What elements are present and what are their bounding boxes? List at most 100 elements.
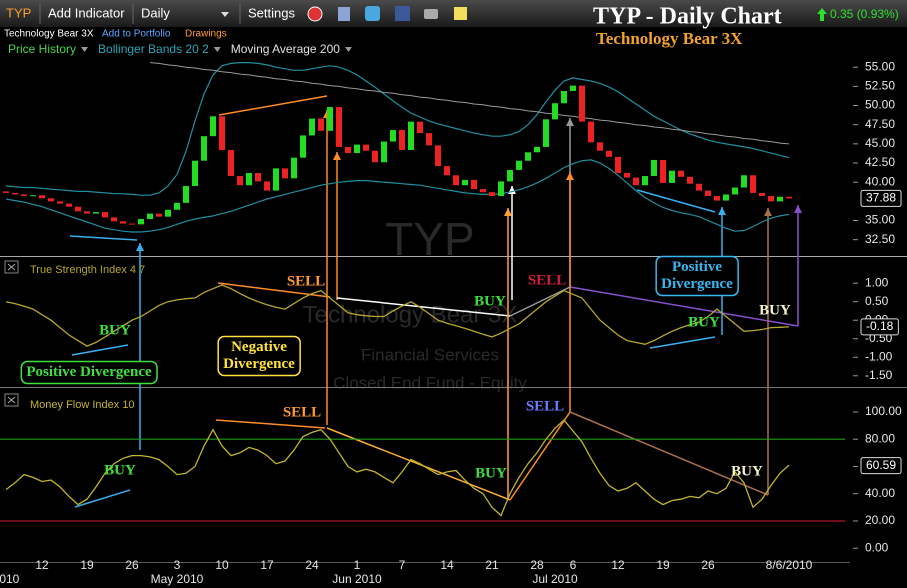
candle: [129, 223, 135, 225]
annotation-line: Positive Divergence: [26, 364, 152, 380]
settings-button[interactable]: Settings: [248, 5, 295, 20]
alarm-icon[interactable]: [307, 6, 323, 22]
candle: [705, 190, 711, 196]
y-tick-label: 52.50: [865, 79, 895, 93]
camera-icon[interactable]: [424, 9, 438, 19]
x-tick-label: 17: [260, 558, 274, 572]
y-tick-label: 47.50: [865, 117, 895, 131]
candle: [255, 172, 261, 182]
candle: [102, 212, 108, 218]
close-panel-button[interactable]: [4, 393, 19, 407]
candle: [174, 202, 180, 210]
security-name: Technology Bear 3X: [4, 29, 94, 40]
add-to-portfolio-link[interactable]: Add to Portfolio: [102, 29, 171, 40]
trend-line: [215, 419, 326, 429]
annotation-box: [20, 360, 158, 385]
y-tick-label: 55.00: [865, 59, 895, 73]
candle: [453, 175, 459, 186]
legend-entry[interactable]: Bollinger Bands 20 2: [98, 42, 209, 56]
candle: [777, 196, 783, 202]
x-tick-label: 6: [570, 558, 577, 572]
x-tick-label: 26: [701, 558, 715, 572]
last-value: 60.59: [866, 458, 896, 472]
candle: [75, 206, 81, 212]
add-indicator-button[interactable]: Add Indicator: [48, 5, 125, 20]
candle: [156, 213, 162, 217]
candle: [489, 192, 495, 196]
candle: [39, 195, 45, 199]
candle: [597, 142, 603, 151]
symbol-input[interactable]: TYP: [6, 5, 31, 20]
y-tick-label: 80.00: [865, 431, 895, 445]
chart-title: TYP - Daily Chart: [593, 4, 782, 30]
close-icon: [7, 396, 16, 404]
candle: [363, 144, 369, 151]
x-tick-label: 7: [399, 558, 406, 572]
candle: [183, 186, 189, 203]
candle: [750, 175, 756, 193]
y-tick-label: 0.00: [865, 540, 889, 554]
candle: [138, 218, 144, 225]
arrow-head: [718, 207, 726, 215]
candle: [399, 130, 405, 150]
annotation: BUY: [759, 302, 791, 318]
indicator-title[interactable]: True Strength Index 4 7: [30, 264, 145, 276]
candle: [732, 187, 738, 195]
candle: [354, 144, 360, 154]
annotation: Positive Divergence: [26, 364, 152, 380]
arrow-head: [136, 243, 144, 251]
candle: [786, 196, 792, 199]
y-tick-label: 42.50: [865, 155, 895, 169]
legend-entry[interactable]: Moving Average 200: [231, 42, 341, 56]
last-value: -0.18: [866, 319, 894, 333]
layers-icon[interactable]: [338, 7, 350, 21]
candle: [588, 121, 594, 143]
x-tick-label: 28: [530, 558, 544, 572]
dropdown-icon: [213, 47, 221, 52]
facebook-icon[interactable]: [395, 6, 410, 21]
arrow-head: [794, 205, 802, 213]
candle: [264, 181, 270, 191]
trend-line: [569, 411, 769, 496]
candle: [237, 176, 243, 186]
last-value-box: [860, 318, 899, 336]
x-month-label: 2010: [0, 572, 20, 586]
twitter-icon[interactable]: [365, 6, 380, 21]
candle: [741, 175, 747, 188]
close-buttons: [4, 260, 19, 407]
dropdown-icon[interactable]: [221, 12, 229, 17]
dropdown-icon: [81, 47, 89, 52]
candle: [408, 121, 414, 150]
annotation-box: [217, 335, 301, 377]
candle: [93, 212, 99, 214]
candle: [210, 116, 216, 137]
candle: [426, 133, 432, 146]
trend-line: [336, 297, 511, 317]
candle: [417, 121, 423, 134]
x-tick-label: 19: [656, 558, 670, 572]
candle: [111, 217, 117, 222]
watermark-category: Closed End Fund - Equity: [333, 373, 527, 392]
y-tick-label: 40.00: [865, 486, 895, 500]
drawings-link[interactable]: Drawings: [185, 29, 227, 40]
x-tick-label: 3: [174, 558, 181, 572]
note-icon[interactable]: [454, 7, 467, 20]
indicator-title[interactable]: Money Flow Index 10: [30, 399, 135, 411]
candle: [21, 194, 27, 196]
candle: [165, 209, 171, 217]
annotation-line: Divergence: [223, 356, 295, 372]
period-select[interactable]: Daily: [141, 5, 170, 20]
close-panel-button[interactable]: [4, 260, 19, 274]
trend-line: [649, 336, 716, 349]
annotation-line: Negative: [231, 339, 287, 355]
annotation-line: Positive: [672, 259, 722, 275]
y-tick-label: -1.50: [865, 368, 893, 382]
arrow-head: [566, 118, 574, 126]
trend-line: [569, 286, 799, 327]
trend-line: [509, 286, 571, 317]
y-tick-label: 0.50: [865, 294, 889, 308]
legend-entry[interactable]: Price History: [8, 42, 76, 56]
x-tick-label: 8/6/2010: [766, 558, 813, 572]
candle: [543, 119, 549, 147]
arrow-head: [504, 208, 512, 216]
